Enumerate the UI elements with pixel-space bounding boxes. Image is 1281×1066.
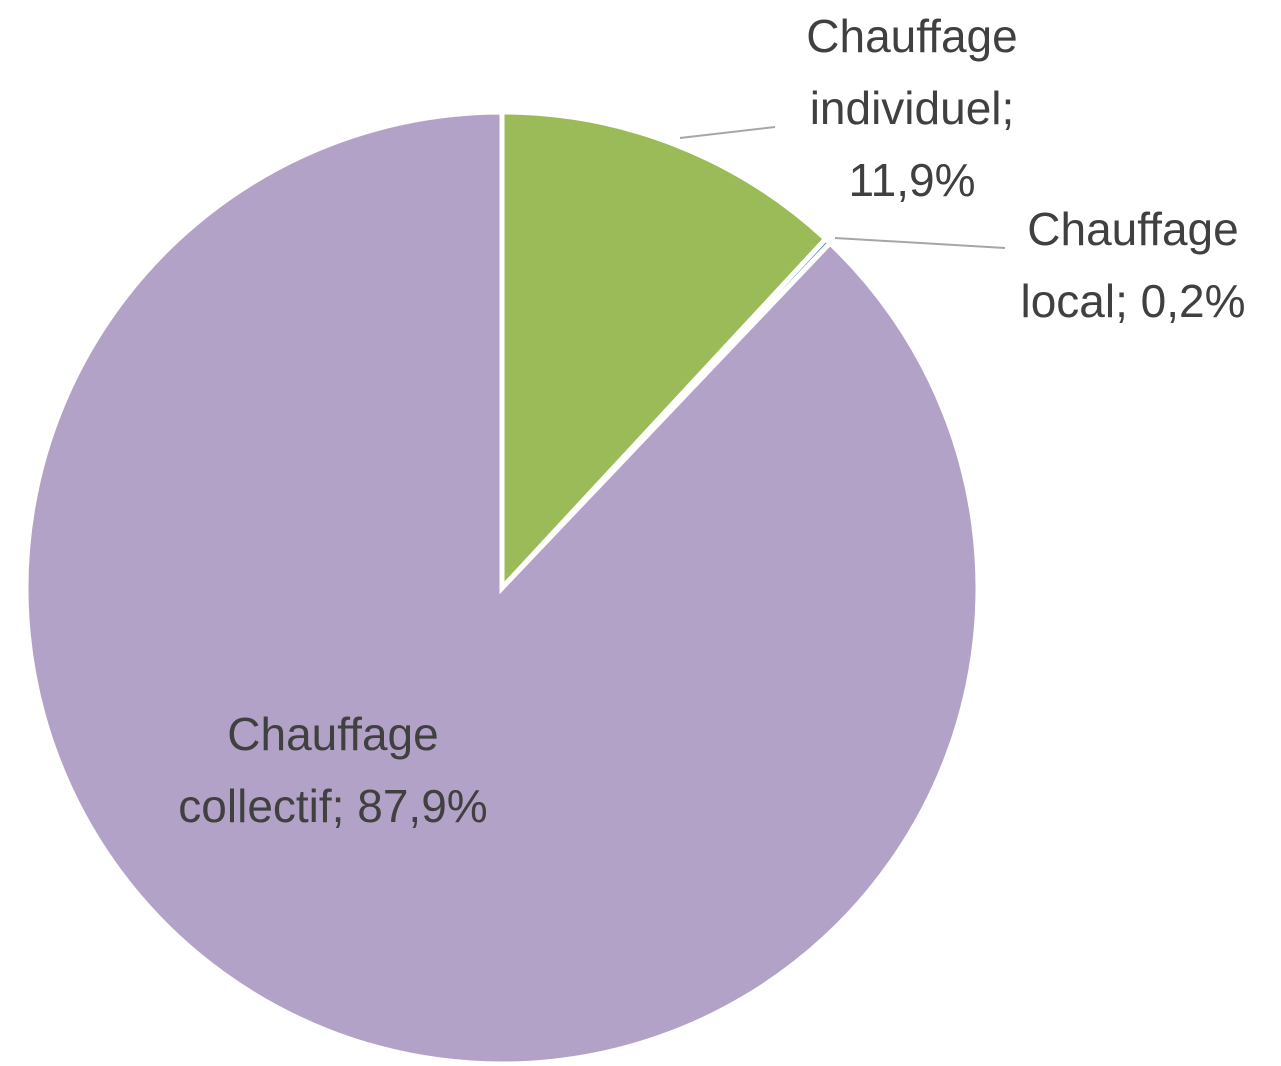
pie-slice <box>23 109 981 1066</box>
pie-slice <box>499 109 830 595</box>
data-label: Chauffage local; 0,2% <box>1020 203 1245 327</box>
leader-line <box>834 237 1006 249</box>
pie <box>23 109 981 1066</box>
data-label: Chauffage collectif; 87,9% <box>178 708 487 832</box>
leader-line <box>679 126 776 139</box>
data-label: Chauffage individuel; 11,9% <box>806 10 1017 206</box>
